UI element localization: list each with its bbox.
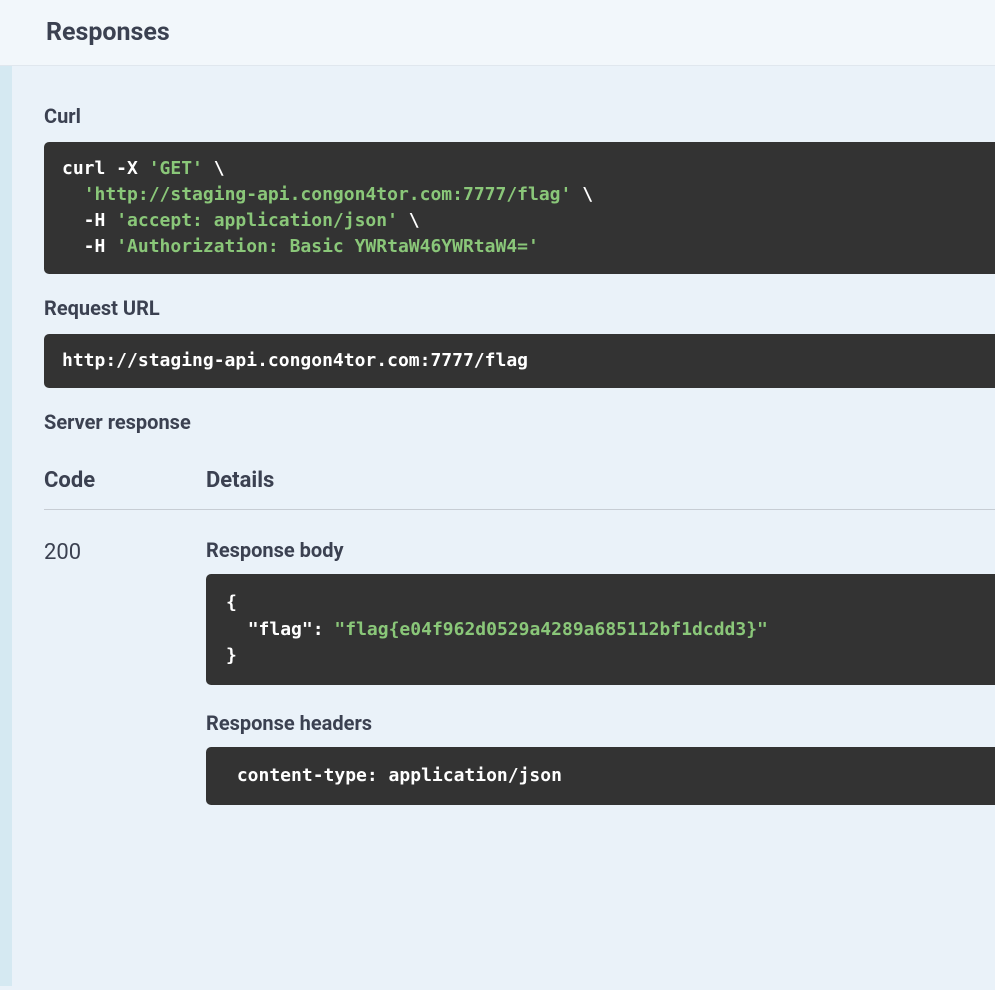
- col-header-details: Details: [206, 468, 995, 493]
- json-indent: [226, 619, 248, 640]
- curl-indent: [62, 184, 84, 205]
- response-headers-value: content-type: application/json: [226, 765, 573, 786]
- response-body-label: Response body: [206, 538, 995, 562]
- request-url-value: http://staging-api.congon4tor.com:7777/f…: [62, 350, 528, 371]
- responses-body: Curl curl -X 'GET' \ 'http://staging-api…: [0, 66, 995, 986]
- curl-flag-h: -H: [62, 236, 116, 257]
- json-line-close: }: [226, 643, 975, 669]
- server-response-label: Server response: [44, 410, 995, 434]
- curl-header-accept: 'accept: application/json': [116, 210, 398, 231]
- json-line-open: {: [226, 590, 975, 616]
- response-headers-block[interactable]: content-type: application/json: [206, 747, 995, 805]
- curl-label: Curl: [44, 104, 995, 128]
- curl-line-2: 'http://staging-api.congon4tor.com:7777/…: [62, 182, 977, 208]
- curl-cont: \: [203, 158, 225, 179]
- accent-bar: [0, 66, 12, 986]
- status-code: 200: [44, 538, 206, 830]
- curl-cmd: curl -X: [62, 158, 149, 179]
- curl-cont: \: [571, 184, 593, 205]
- curl-method: 'GET': [149, 158, 203, 179]
- curl-header-auth: 'Authorization: Basic YWRtaW46YWRtaW4=': [116, 236, 539, 257]
- response-headers-label: Response headers: [206, 711, 995, 735]
- request-url-label: Request URL: [44, 296, 995, 320]
- json-colon: :: [313, 619, 335, 640]
- curl-flag-h: -H: [62, 210, 116, 231]
- curl-url: 'http://staging-api.congon4tor.com:7777/…: [84, 184, 572, 205]
- curl-cont: \: [398, 210, 420, 231]
- response-body-block[interactable]: { "flag": "flag{e04f962d0529a4289a685112…: [206, 574, 995, 684]
- table-row: 200 Response body { "flag": "flag{e04f96…: [44, 510, 995, 830]
- responses-header: Responses: [0, 0, 995, 66]
- json-key: "flag": [248, 619, 313, 640]
- table-head: Code Details: [44, 448, 995, 510]
- row-details: Response body { "flag": "flag{e04f962d05…: [206, 538, 995, 830]
- curl-line-3: -H 'accept: application/json' \: [62, 208, 977, 234]
- json-value: "flag{e04f962d0529a4289a685112bf1dcdd3}": [334, 619, 767, 640]
- curl-code-block[interactable]: curl -X 'GET' \ 'http://staging-api.cong…: [44, 142, 995, 274]
- responses-title: Responses: [46, 18, 995, 47]
- json-line-kv: "flag": "flag{e04f962d0529a4289a685112bf…: [226, 617, 975, 643]
- col-header-code: Code: [44, 468, 206, 493]
- curl-line-4: -H 'Authorization: Basic YWRtaW46YWRtaW4…: [62, 234, 977, 260]
- response-table: Code Details 200 Response body { "flag":…: [44, 448, 995, 830]
- content-area: Curl curl -X 'GET' \ 'http://staging-api…: [12, 66, 995, 986]
- request-url-block[interactable]: http://staging-api.congon4tor.com:7777/f…: [44, 334, 995, 388]
- curl-line-1: curl -X 'GET' \: [62, 156, 977, 182]
- responses-panel: Responses Curl curl -X 'GET' \ 'http://s…: [0, 0, 995, 990]
